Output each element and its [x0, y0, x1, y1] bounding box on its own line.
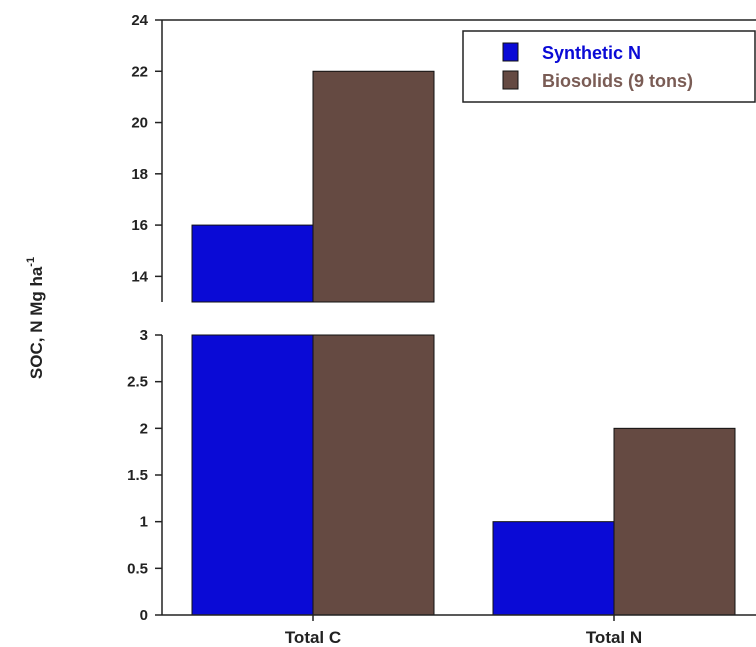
legend-label-synthetic-n: Synthetic N	[542, 43, 641, 63]
lower-tick-label-0-5: 0.5	[127, 560, 148, 577]
lower-tick-label-2: 2	[140, 420, 148, 437]
upper-tick-label-18: 18	[131, 166, 148, 183]
upper-tick-label-24: 24	[131, 12, 148, 29]
y-axis-title: SOC, N Mg ha-1	[25, 257, 46, 379]
upper-tick-label-16: 16	[131, 217, 148, 234]
bar-biosolids-9-tons-total-c-upper	[312, 70, 435, 303]
x-tick-label-total-c: Total C	[285, 628, 341, 647]
legend-label-biosolids: Biosolids (9 tons)	[542, 71, 693, 91]
category-labels-layer: Total C Total N	[285, 615, 642, 647]
lower-tick-label-0: 0	[140, 607, 148, 624]
y-axis-title-text: SOC, N Mg ha	[27, 266, 46, 379]
y-axis-title-superscript: -1	[25, 257, 37, 267]
lower-tick-label-1-5: 1.5	[127, 467, 148, 484]
legend-swatch-biosolids	[502, 70, 519, 90]
ticks-layer: 0 0.5 1 1.5 2 2.5 3 14 16 18 20 22 24	[127, 12, 162, 624]
legend: Synthetic N Biosolids (9 tons)	[462, 30, 756, 103]
x-tick-label-total-n: Total N	[586, 628, 642, 647]
upper-tick-label-20: 20	[131, 115, 148, 132]
lower-tick-label-2-5: 2.5	[127, 374, 148, 391]
lower-tick-label-1: 1	[140, 514, 148, 531]
upper-tick-label-22: 22	[131, 63, 148, 80]
bar-synthetic-n-total-c-lower	[191, 334, 314, 616]
bars-layer	[191, 70, 736, 616]
bar-biosolids-9-tons-total-c-lower	[312, 334, 435, 616]
upper-tick-label-14: 14	[131, 268, 148, 285]
bar-synthetic-n-total-c-upper	[191, 224, 314, 303]
lower-tick-label-3: 3	[140, 327, 148, 344]
legend-box	[462, 30, 756, 103]
bar-synthetic-n-total-n	[492, 521, 615, 616]
bar-biosolids-9-tons-total-n	[613, 427, 736, 616]
legend-swatch-synthetic-n	[502, 42, 519, 62]
